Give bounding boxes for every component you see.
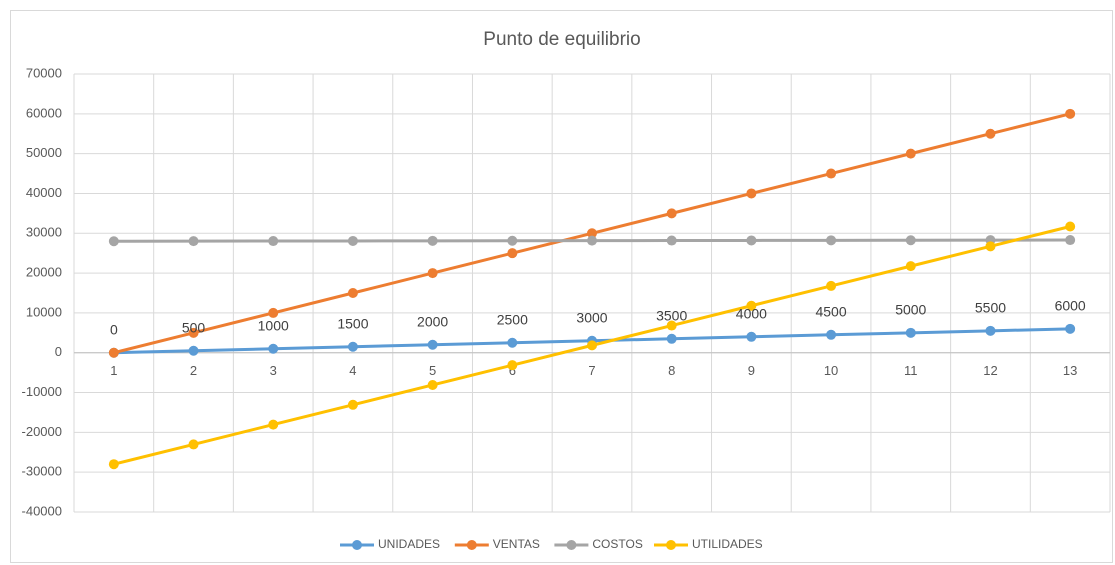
data-label: 2500 — [497, 311, 528, 327]
point — [507, 337, 518, 348]
point — [985, 241, 996, 252]
point — [347, 341, 358, 352]
y-tick-label: -30000 — [22, 464, 62, 479]
chart-title: Punto de equilibrio — [483, 29, 640, 50]
y-tick-label: 60000 — [26, 105, 62, 120]
point — [347, 235, 358, 246]
point — [746, 188, 757, 199]
point — [427, 339, 438, 350]
point — [587, 340, 597, 351]
x-tick-label: 6 — [509, 363, 516, 378]
legend-label: VENTAS — [493, 537, 540, 551]
point — [1065, 235, 1076, 246]
point — [746, 331, 757, 342]
y-tick-label: 0 — [55, 344, 62, 359]
point — [826, 329, 837, 340]
point — [427, 235, 438, 246]
y-tick-label: 50000 — [26, 145, 62, 160]
x-tick-label: 7 — [588, 363, 595, 378]
x-tick-label: 3 — [270, 363, 277, 378]
x-tick-label: 12 — [983, 363, 997, 378]
x-tick-label: 11 — [904, 363, 918, 378]
point — [826, 168, 837, 179]
x-tick-label: 2 — [190, 363, 197, 378]
y-tick-label: -20000 — [22, 424, 62, 439]
legend-marker — [352, 540, 362, 550]
y-tick-label: -10000 — [22, 384, 62, 399]
point — [108, 347, 119, 358]
y-tick-label: 20000 — [26, 265, 62, 280]
data-label: 1500 — [337, 315, 368, 331]
point — [826, 280, 837, 291]
point — [587, 235, 597, 246]
data-label: 0 — [110, 321, 118, 337]
point — [746, 300, 757, 311]
legend-label: UNIDADES — [378, 537, 440, 551]
point — [666, 235, 677, 246]
data-label: 1000 — [258, 317, 289, 333]
x-tick-label: 9 — [748, 363, 755, 378]
point — [268, 343, 279, 354]
point — [108, 459, 119, 470]
data-label: 5000 — [895, 302, 926, 318]
data-label: 6000 — [1055, 298, 1086, 314]
point — [905, 327, 916, 338]
legend-label: UTILIDADES — [692, 537, 763, 551]
point — [427, 268, 438, 279]
point — [507, 360, 518, 371]
point — [188, 439, 199, 450]
point — [347, 288, 358, 298]
legend-label: COSTOS — [592, 537, 642, 551]
x-tick-label: 13 — [1063, 363, 1077, 378]
point — [1065, 323, 1076, 334]
data-label: 4500 — [815, 304, 846, 320]
legend-marker — [566, 540, 577, 550]
point — [268, 419, 279, 430]
y-tick-label: 70000 — [26, 65, 62, 80]
x-tick-label: 5 — [429, 363, 436, 378]
data-label: 5500 — [975, 300, 1006, 316]
data-label: 500 — [182, 319, 206, 335]
point — [746, 235, 757, 246]
y-tick-label: -40000 — [22, 503, 62, 518]
point — [666, 333, 677, 344]
data-label: 2000 — [417, 313, 448, 329]
point — [905, 261, 916, 272]
x-tick-label: 4 — [349, 363, 356, 378]
point — [188, 327, 199, 338]
point — [666, 208, 677, 219]
data-label: 4000 — [736, 306, 767, 322]
point — [108, 236, 119, 247]
x-tick-label: 8 — [668, 363, 675, 378]
point — [188, 236, 199, 247]
point — [507, 248, 518, 259]
point — [347, 399, 358, 410]
data-label: 3000 — [576, 309, 607, 325]
point — [905, 235, 916, 246]
legend-marker — [466, 540, 477, 550]
x-tick-label: 1 — [110, 363, 117, 378]
legend-marker — [666, 540, 676, 550]
point — [985, 325, 996, 336]
point — [268, 307, 279, 318]
point — [666, 320, 677, 331]
point — [427, 379, 438, 390]
y-tick-label: 10000 — [26, 304, 62, 319]
point — [587, 228, 597, 239]
x-tick-label: 10 — [824, 363, 838, 378]
chart-border — [10, 10, 1113, 563]
data-label: 3500 — [656, 307, 687, 323]
point — [268, 236, 279, 247]
point — [1065, 221, 1076, 232]
point — [985, 128, 996, 139]
y-tick-label: 30000 — [26, 225, 62, 240]
point — [826, 235, 837, 246]
point — [188, 345, 199, 356]
y-tick-label: 40000 — [26, 185, 62, 200]
point — [905, 148, 916, 159]
point — [1065, 108, 1076, 119]
point — [507, 235, 518, 246]
